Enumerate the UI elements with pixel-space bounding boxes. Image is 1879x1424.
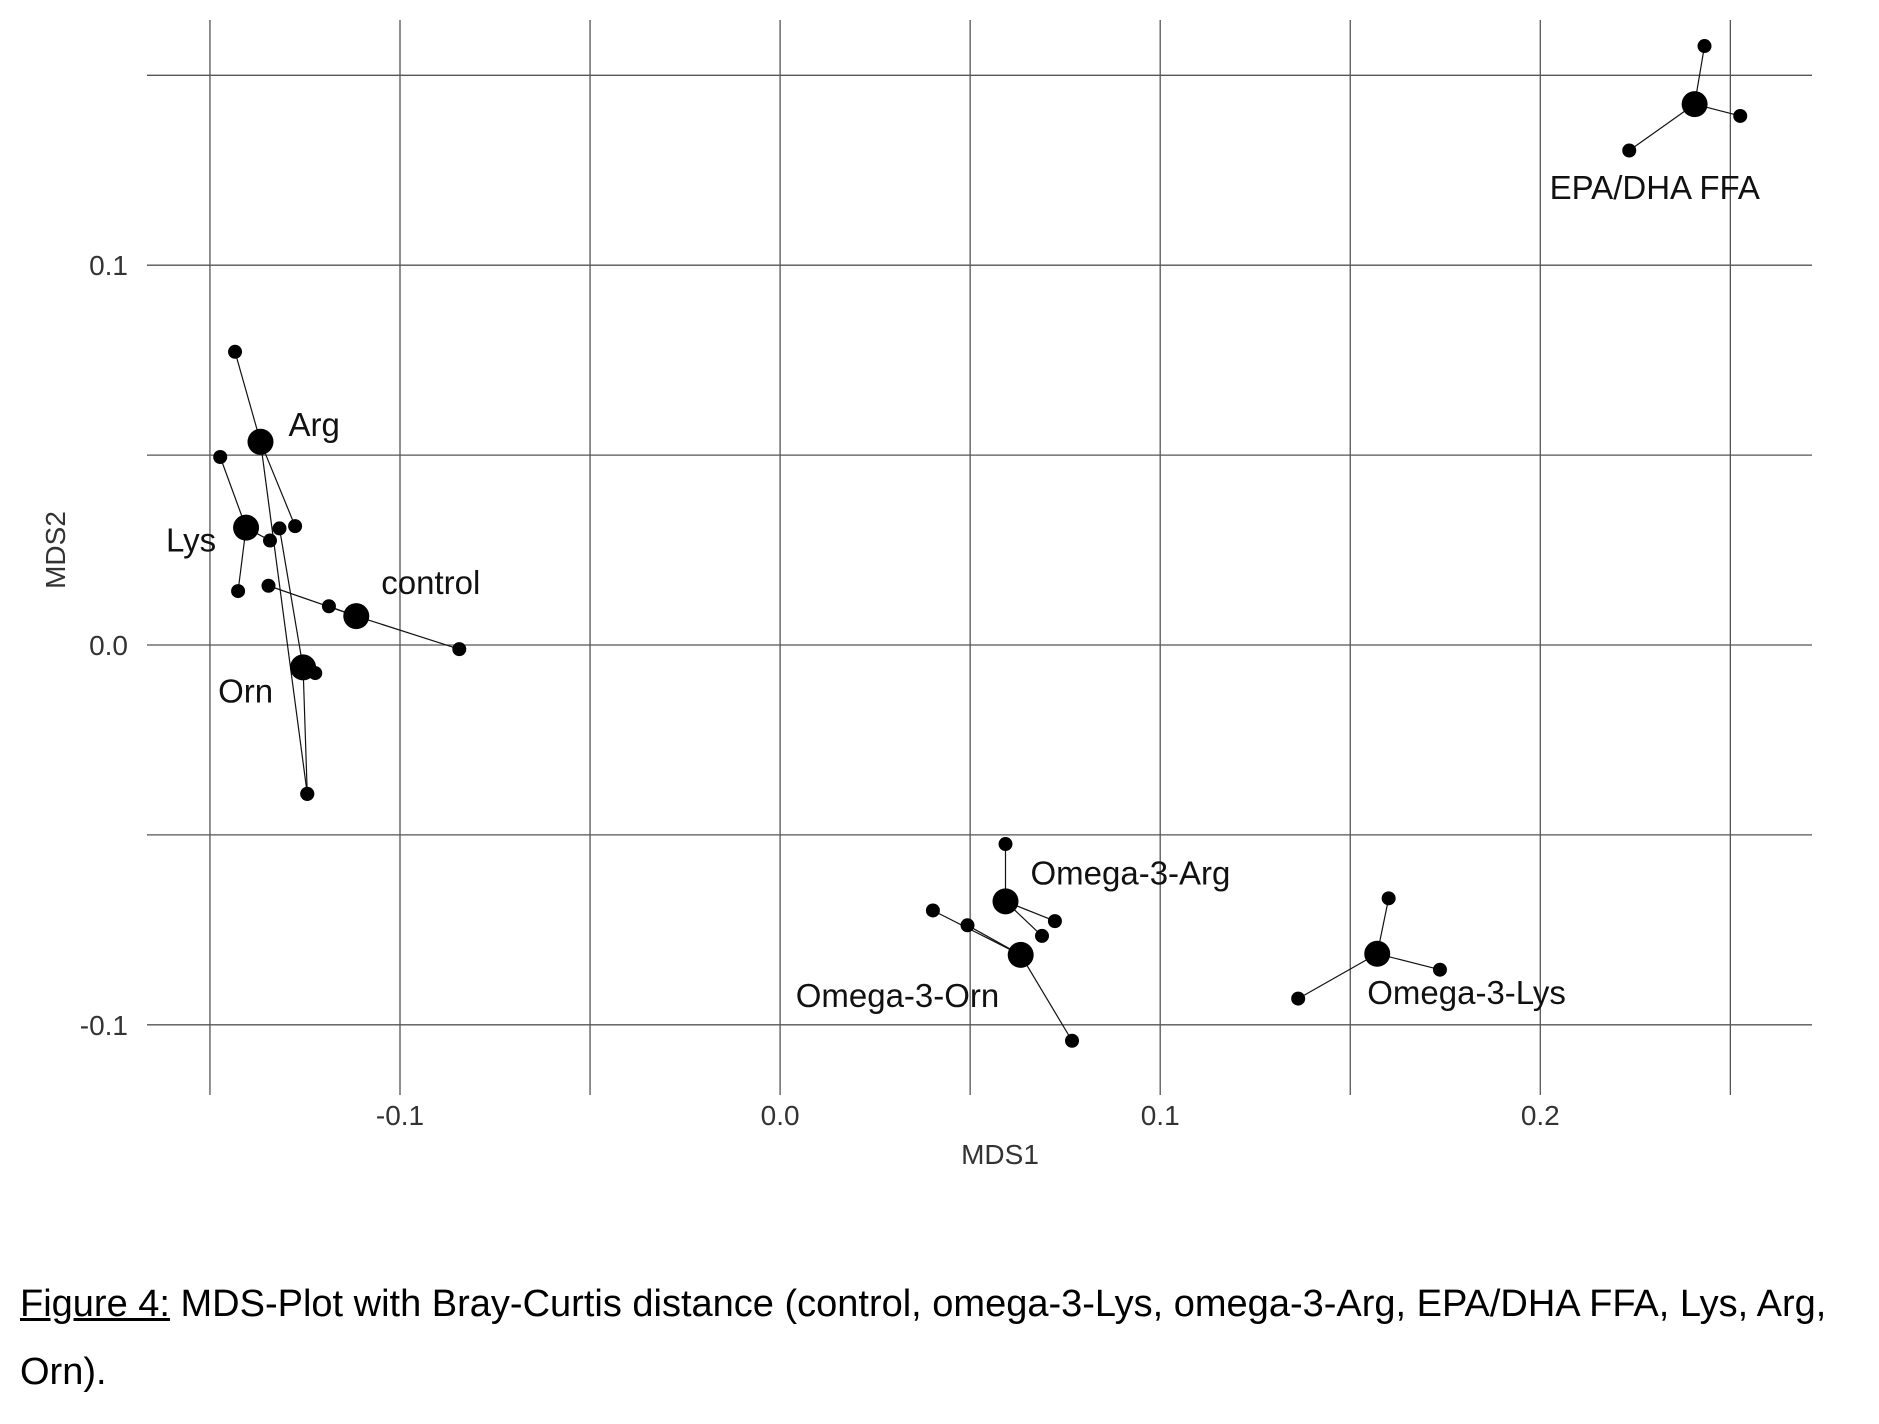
group-label: Orn (218, 672, 273, 709)
group-centroid (247, 428, 274, 455)
sample-point (272, 521, 287, 536)
sample-point (1432, 962, 1447, 977)
data-points (213, 39, 1748, 1048)
x-tick-label: 0.0 (761, 1100, 800, 1131)
sample-point (960, 918, 975, 933)
group-label: Omega-3-Lys (1367, 974, 1566, 1011)
y-axis-label: MDS2 (40, 511, 71, 589)
figure-caption: Figure 4: MDS-Plot with Bray-Curtis dist… (20, 1270, 1860, 1406)
spider-edge (259, 441, 308, 794)
group-label: Omega-3-Orn (796, 977, 1000, 1014)
y-tick-label: -0.1 (80, 1010, 128, 1041)
spider-edges (219, 45, 1741, 1042)
sample-point (925, 903, 940, 918)
spider-edge (234, 351, 262, 442)
group-label: control (381, 564, 480, 601)
figure-number: Figure 4: (20, 1283, 170, 1325)
group-centroid (233, 514, 260, 541)
caption-text: MDS-Plot with Bray-Curtis distance (cont… (20, 1283, 1827, 1393)
sample-point (261, 578, 276, 593)
x-axis-label: MDS1 (961, 1139, 1039, 1170)
x-tick-label: -0.1 (376, 1100, 424, 1131)
sample-point (228, 344, 243, 359)
spider-edge (356, 615, 460, 650)
group-centroid (290, 654, 317, 681)
axis-ticks: -0.1 0.0 0.1 0.2 0.1 0.0 -0.1 (80, 250, 1560, 1131)
grid-lines (147, 20, 1812, 1095)
group-centroid (343, 603, 370, 630)
sample-point (213, 449, 228, 464)
x-tick-label: 0.2 (1521, 1100, 1560, 1131)
spider-edge (1297, 953, 1378, 1000)
group-centroid (992, 888, 1019, 915)
group-labels: EPA/DHA FFA Arg Lys control Orn Omega-3-Arg Om… (166, 169, 1760, 1014)
sample-point (1733, 108, 1748, 123)
sample-point (288, 519, 303, 534)
sample-point (300, 786, 315, 801)
group-centroid (1007, 941, 1034, 968)
sample-point (1065, 1033, 1080, 1048)
sample-point (263, 533, 278, 548)
spider-edge (932, 909, 1021, 956)
sample-point (1034, 928, 1049, 943)
spider-edge (1628, 103, 1695, 151)
group-label: EPA/DHA FFA (1550, 169, 1760, 206)
group-centroid (1681, 91, 1708, 118)
group-label: Lys (166, 522, 216, 559)
sample-point (231, 584, 246, 599)
group-label: Arg (289, 406, 340, 443)
sample-point (321, 599, 336, 614)
sample-point (452, 642, 467, 657)
sample-point (1381, 891, 1396, 906)
mds-plot: EPA/DHA FFA Arg Lys control Orn Omega-3-Arg Om… (40, 20, 1812, 1170)
spider-edge (278, 528, 304, 668)
group-label: Omega-3-Arg (1030, 854, 1230, 891)
sample-point (998, 837, 1013, 852)
y-tick-label: 0.0 (89, 630, 128, 661)
sample-point (1291, 991, 1306, 1006)
sample-point (1622, 143, 1637, 158)
spider-edge (1020, 954, 1073, 1042)
sample-point (1697, 39, 1712, 54)
group-centroid (1364, 940, 1391, 967)
y-tick-label: 0.1 (89, 250, 128, 281)
spider-edge (302, 667, 308, 794)
sample-point (1047, 914, 1062, 929)
spider-edge (259, 441, 296, 527)
x-tick-label: 0.1 (1141, 1100, 1180, 1131)
